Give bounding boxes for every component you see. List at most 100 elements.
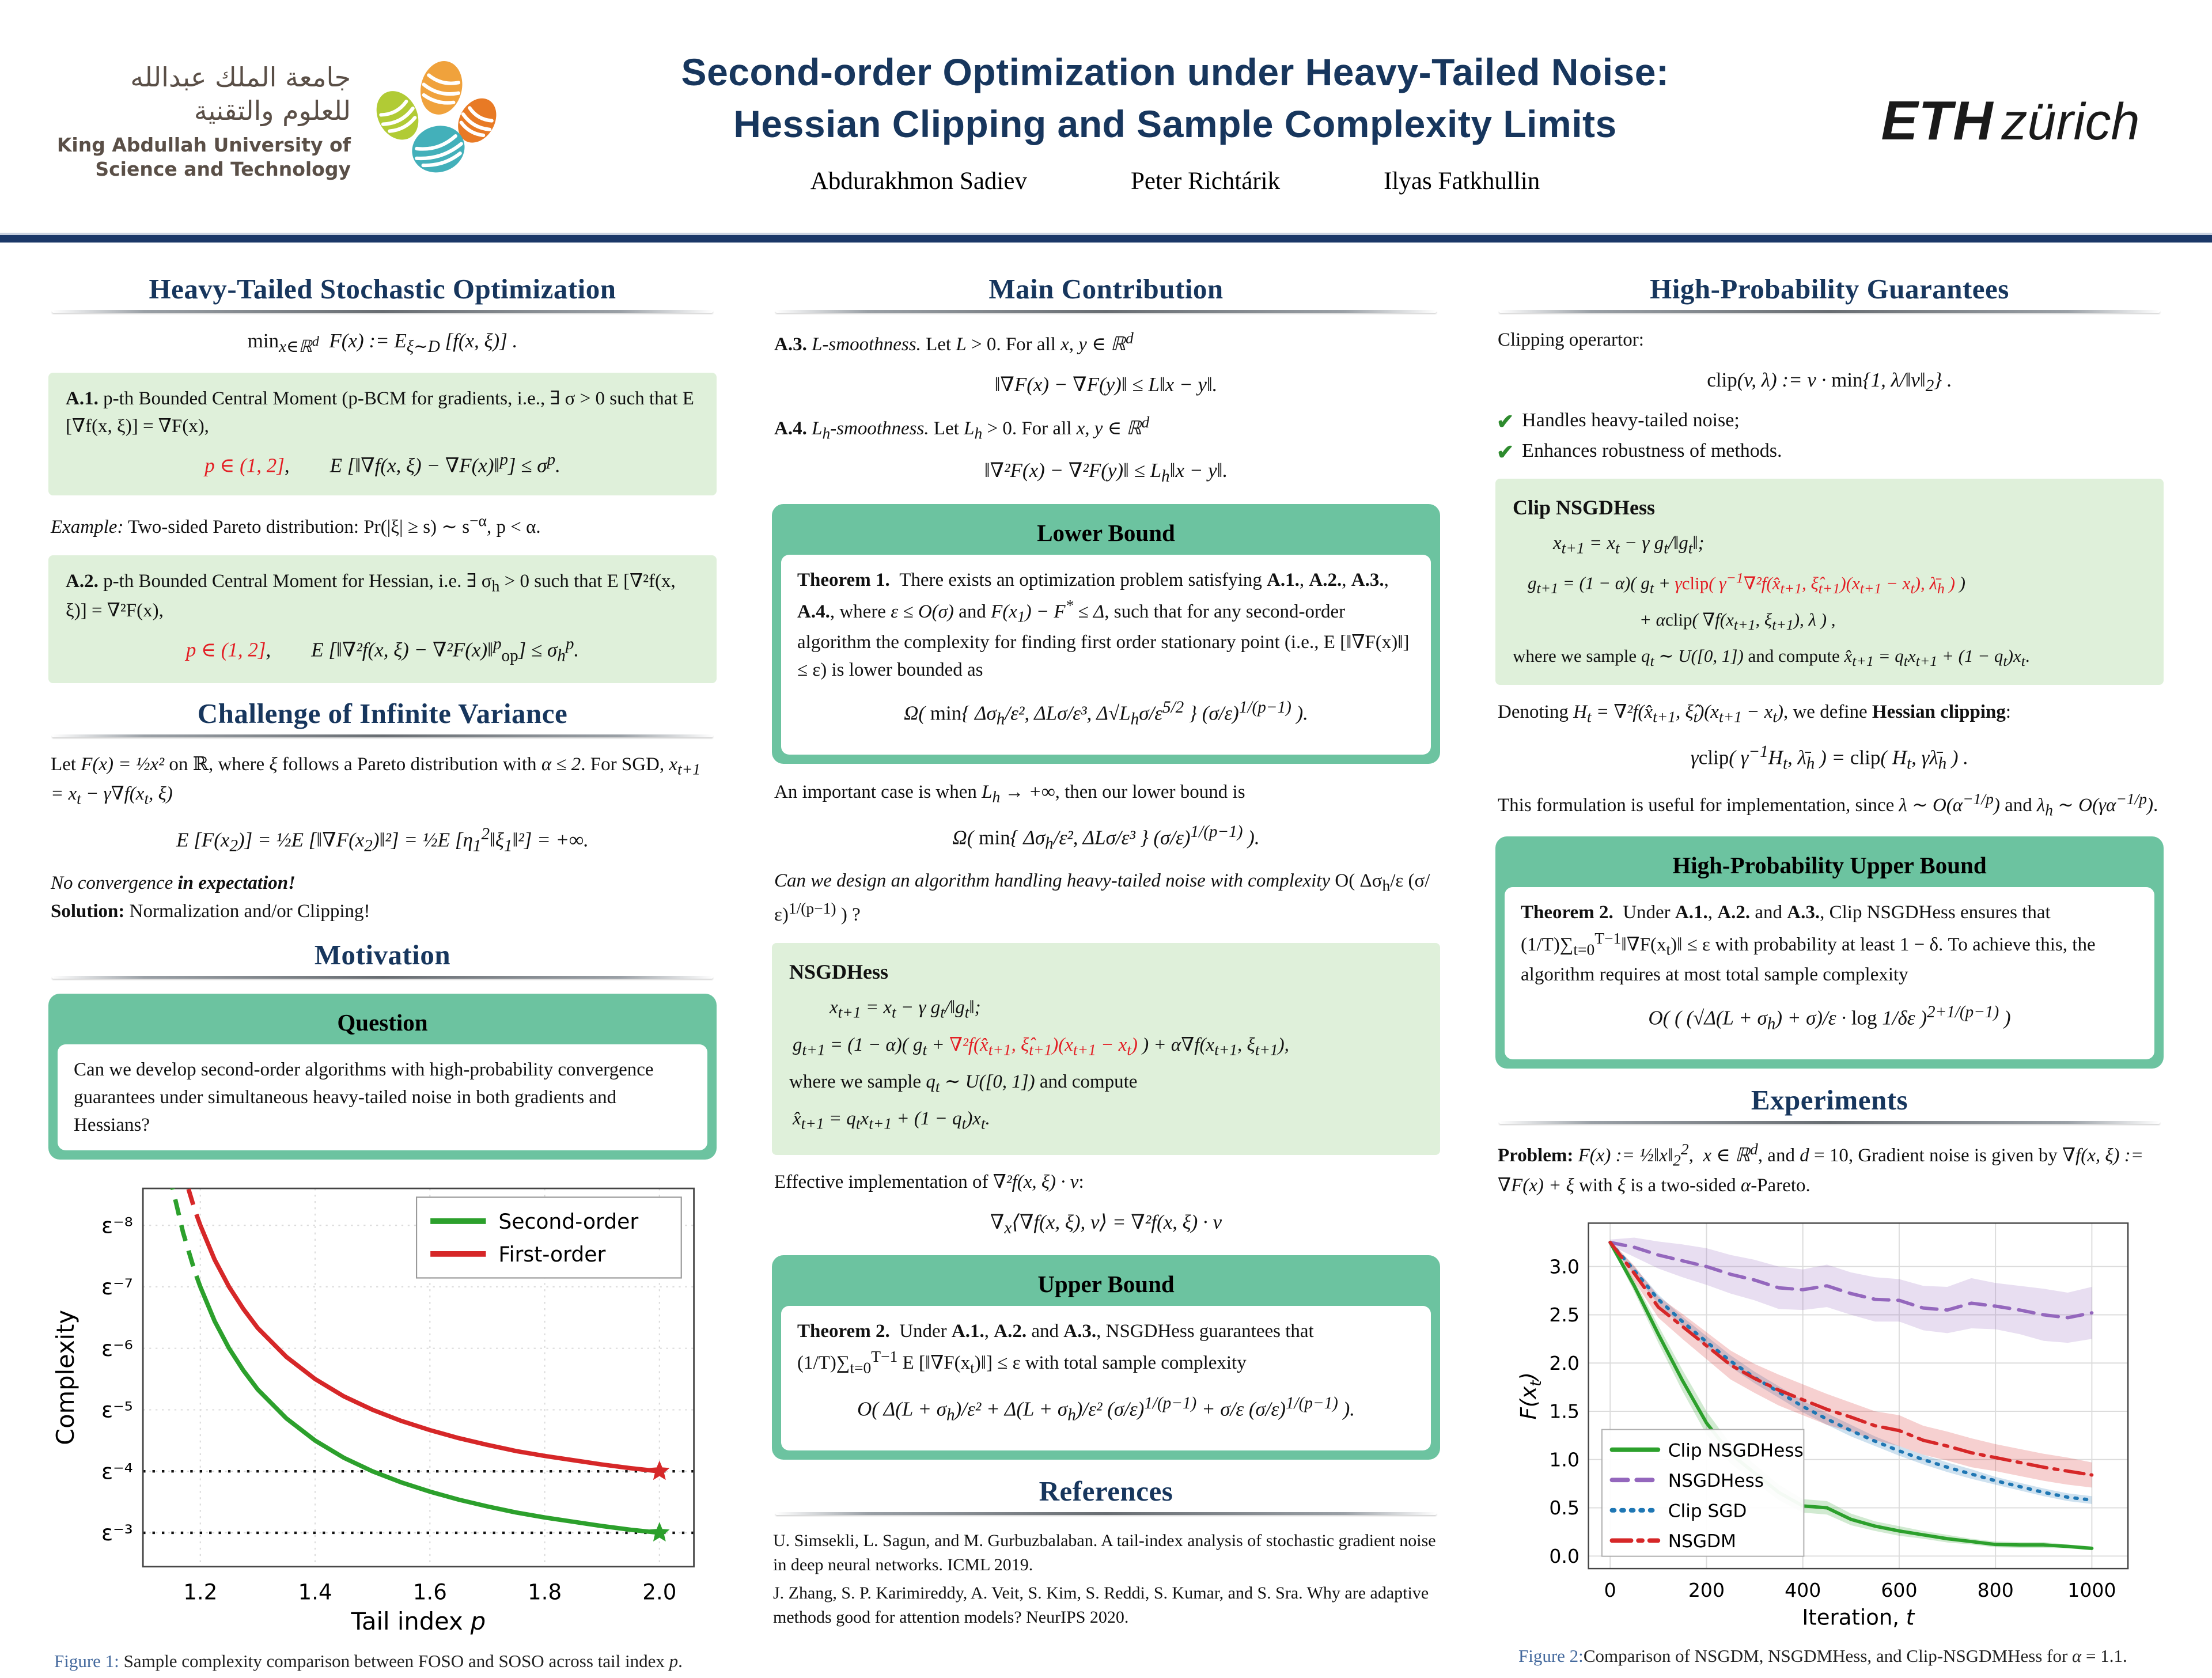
svg-text:800: 800 — [1977, 1579, 2013, 1601]
svg-text:Iteration, t: Iteration, t — [1802, 1605, 1915, 1630]
svg-text:1.5: 1.5 — [1549, 1400, 1580, 1423]
important-case-text: An important case is when Lh → +∞, then … — [774, 781, 1245, 806]
kaust-arabic-line1: جامعة الملك عبدالله — [130, 62, 351, 93]
clip-eq2: gt+1 = (1 − α)( gt + γclip( γ−1∇²f(x̂t+1… — [1528, 569, 1965, 597]
svg-text:ε⁻⁴: ε⁻⁴ — [101, 1459, 133, 1484]
figure-2-caption-text: Comparison of NSGDM, NSGDMHess, and Clip… — [1583, 1645, 2127, 1666]
hp-upper-bound-title: High-Probability Upper Bound — [1672, 852, 1987, 879]
authors: Abdurakhmon Sadiev Peter Richtárik Ilyas… — [518, 167, 1832, 195]
series-0-line — [1608, 1241, 2094, 1550]
check-item-2-text: Enhances robustness of methods. — [1522, 440, 1782, 461]
svg-text:1.0: 1.0 — [1549, 1449, 1580, 1471]
check-item-1-text: Handles heavy-tailed noise; — [1522, 409, 1740, 431]
nsgdhess-eq1: xt+1 = xt − γ gt/‖gt‖; — [830, 997, 981, 1021]
svg-text:1000: 1000 — [2067, 1579, 2116, 1601]
svg-text:ε⁻⁶: ε⁻⁶ — [101, 1336, 133, 1361]
denoting-text: Denoting Ht = ∇²f(x̂t+1, ξ̂t)(xt+1 − xt)… — [1498, 702, 2012, 726]
figure-1-svg: 1.2 1.4 1.6 1.8 2.0 ε⁻⁸ ε⁻⁷ ε⁻⁶ ε⁻⁵ ε⁻⁴ ε⁻³ Tail i… — [51, 1187, 695, 1635]
svg-text:NSGDHess: NSGDHess — [1668, 1471, 1764, 1491]
useful-text: This formulation is useful for implement… — [1498, 790, 2158, 819]
lower-bound-title: Lower Bound — [1037, 519, 1175, 546]
assumption-a2-text: A.2. p-th Bounded Central Moment for Hes… — [66, 570, 676, 622]
series-2-line — [1608, 1241, 2094, 1502]
fig2-x-ticks: 0 200 400 600 800 1000 — [1604, 1579, 2116, 1601]
assumption-a2-equation: p ∈ (1, 2], E [‖∇²f(x, ξ) − ∇²F(x)‖pop] … — [185, 635, 579, 665]
clip-eq3: + αclip( ∇f(xt+1, ξt+1), λ ) , — [1639, 609, 1836, 634]
effective-impl-equation: ∇x⟨∇f(x, ξ), v⟩ = ∇²f(x, ξ) · v — [990, 1210, 1222, 1237]
right-column: High-Probability Guarantees Clipping ope… — [1495, 260, 2164, 1678]
fig2-series — [1608, 1241, 2094, 1550]
assumption-a3-text: A.3. L-smoothness. Let L > 0. For all x,… — [774, 329, 1134, 355]
series-1-line — [198, 1224, 660, 1474]
svg-text:Tail index p: Tail index p — [351, 1607, 486, 1635]
svg-text:NSGDM: NSGDM — [1668, 1531, 1736, 1552]
section-rule — [1499, 310, 2160, 313]
question-box: Question Can we develop second-order alg… — [48, 993, 717, 1160]
theorem-1-text: Theorem 1. There exists an optimization … — [797, 569, 1410, 680]
svg-text:0.5: 0.5 — [1549, 1497, 1580, 1519]
design-question: Can we design an algorithm handling heav… — [774, 870, 1430, 926]
reference-2: J. Zhang, S. P. Karimireddy, A. Veit, S.… — [773, 1583, 1429, 1627]
series-0-dashed — [170, 1188, 203, 1288]
series-0-line — [198, 1286, 660, 1535]
svg-text:ε⁻⁸: ε⁻⁸ — [101, 1213, 133, 1238]
svg-text:1.4: 1.4 — [298, 1579, 332, 1605]
assumption-a4-equation: ‖∇²F(x) − ∇²F(y)‖ ≤ Lh‖x − y‖. — [984, 459, 1228, 486]
assumption-a3-equation: ‖∇F(x) − ∇F(y)‖ ≤ L‖x − y‖. — [994, 373, 1218, 396]
lower-bound-box: Lower Bound Theorem 1. There exists an o… — [772, 503, 1440, 764]
check-icon: ✔ — [1497, 410, 1514, 433]
nsgdhess-eq3: x̂t+1 = qtxt+1 + (1 − qt)xt. — [793, 1108, 990, 1132]
nsgdhess-box: NSGDHess xt+1 = xt − γ gt/‖gt‖; gt+1 = (… — [772, 942, 1440, 1155]
svg-text:600: 600 — [1881, 1579, 1917, 1601]
middle-column: Main Contribution A.3. L-smoothness. Let… — [772, 260, 1440, 1678]
series-1-end-star — [649, 1460, 670, 1480]
poster-title-line1: Second-order Optimization under Heavy-Ta… — [681, 51, 1669, 94]
check-icon: ✔ — [1497, 441, 1514, 464]
svg-text:1.6: 1.6 — [413, 1579, 447, 1605]
figure-2-caption: Figure 2:Comparison of NSGDM, NSGDMHess,… — [1518, 1643, 2158, 1668]
author-1: Abdurakhmon Sadiev — [810, 167, 1027, 195]
challenge-equation: E [F(x2)] = ½E [‖∇F(x2)‖²] = ½E [η12‖ξ1‖… — [176, 824, 589, 855]
section-references-title: References — [1039, 1475, 1173, 1507]
assumption-a1-box: A.1. p-th Bounded Central Moment (p-BCM … — [48, 373, 717, 496]
hp-theorem-2-text: Theorem 2. Under A.1., A.2. and A.3., Cl… — [1521, 902, 2096, 986]
svg-text:ε⁻⁵: ε⁻⁵ — [101, 1397, 133, 1423]
nsgdhess-eq2: gt+1 = (1 − α)( gt + ∇²f(x̂t+1, ξ̂t+1)(x… — [793, 1034, 1289, 1059]
question-box-title: Question — [337, 1009, 428, 1036]
check-item-2: ✔ Enhances robustness of methods. — [1497, 440, 2162, 465]
fig1-y-ticks: ε⁻⁸ ε⁻⁷ ε⁻⁶ ε⁻⁵ ε⁻⁴ ε⁻³ — [101, 1213, 133, 1546]
svg-text:200: 200 — [1688, 1579, 1725, 1601]
question-box-text: Can we develop second-order algorithms w… — [58, 1044, 707, 1151]
figure-2-chart: 0 200 400 600 800 1000 0.0 0.5 1.0 1.5 2.0 2.5 3.0 I… — [1516, 1210, 2143, 1639]
section-rule — [52, 975, 713, 979]
theorem-2-card: Theorem 2. Under A.1., A.2. and A.3., NS… — [781, 1305, 1431, 1450]
svg-text:F(xt): F(xt) — [1516, 1372, 1545, 1419]
series-1-dashed — [185, 1188, 203, 1226]
eth-logo-light: zürich — [2001, 93, 2140, 151]
svg-text:1.2: 1.2 — [183, 1579, 217, 1605]
figure-1: 1.2 1.4 1.6 1.8 2.0 ε⁻⁸ ε⁻⁷ ε⁻⁶ ε⁻⁵ ε⁻⁴ ε⁻³ Tail i… — [48, 1175, 717, 1673]
svg-text:Complexity: Complexity — [51, 1310, 79, 1445]
clip-where-text: where we sample qt ∼ U([0, 1]) and compu… — [1513, 646, 2030, 670]
series-3-line — [1608, 1241, 2094, 1477]
svg-text:ε⁻⁷: ε⁻⁷ — [101, 1274, 133, 1300]
fig2-bands — [1610, 1237, 2092, 1551]
svg-text:First-order: First-order — [498, 1242, 605, 1267]
band-1 — [1610, 1237, 2092, 1343]
section-challenge-title: Challenge of Infinite Variance — [197, 698, 568, 730]
clip-nsgdhess-box: Clip NSGDHess xt+1 = xt − γ gt/‖gt‖; gt+… — [1495, 479, 2164, 685]
fig2-y-ticks: 0.0 0.5 1.0 1.5 2.0 2.5 3.0 — [1549, 1256, 1580, 1568]
section-motivation-title: Motivation — [314, 938, 451, 971]
reference-1: U. Simsekli, L. Sagun, and M. Gurbuzbala… — [773, 1531, 1436, 1575]
clipping-operator-text: Clipping operartor: — [1498, 329, 1644, 350]
svg-text:Clip SGD: Clip SGD — [1668, 1501, 1747, 1522]
eth-logo-bold: ETH — [1881, 90, 1994, 151]
header-divider — [0, 233, 2212, 243]
figure-1-caption: Figure 1: Sample complexity comparison b… — [54, 1649, 711, 1673]
figure-1-chart: 1.2 1.4 1.6 1.8 2.0 ε⁻⁸ ε⁻⁷ ε⁻⁶ ε⁻⁵ ε⁻⁴ ε⁻³ Tail i… — [48, 1175, 717, 1644]
svg-text:2.0: 2.0 — [642, 1579, 676, 1605]
effective-impl-text: Effective implementation of ∇²f(x, ξ) · … — [774, 1171, 1084, 1192]
series-0-end-star — [649, 1522, 670, 1542]
clip-eq1: xt+1 = xt − γ gt/‖gt‖; — [1553, 533, 1705, 557]
poster-title: Second-order Optimization under Heavy-Ta… — [518, 47, 1832, 149]
